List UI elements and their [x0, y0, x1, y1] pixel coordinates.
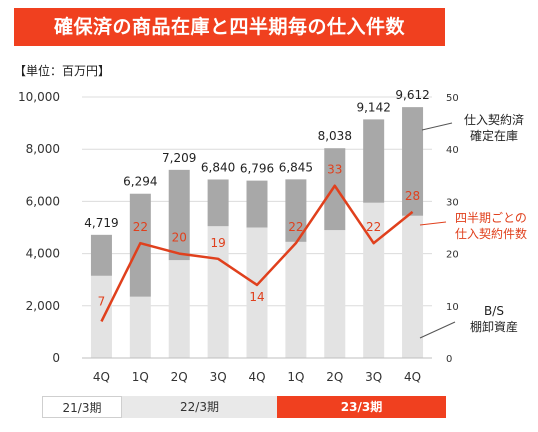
legend-bs-line2: 棚卸資産 — [469, 320, 518, 334]
x-tick-label: 1Q — [132, 370, 149, 384]
count-data-label: 22 — [288, 220, 303, 234]
legend-stock-leader — [421, 122, 453, 131]
x-tick-label: 4Q — [93, 370, 110, 384]
bar-total-label: 6,845 — [279, 160, 313, 174]
bar-bs-inventory — [324, 230, 346, 358]
y-right-tick-label: 40 — [446, 145, 459, 156]
legend-stock: 仕入契約済 確定在庫 — [452, 112, 536, 144]
title-banner: 確保済の商品在庫と四半期毎の仕入件数 — [14, 8, 445, 46]
bar-total-label: 8,038 — [318, 129, 352, 143]
bar-bs-inventory — [129, 296, 151, 358]
bar-total-label: 9,142 — [356, 100, 390, 114]
legend-bs-leader — [419, 321, 456, 339]
count-data-label: 22 — [133, 220, 148, 234]
x-tick-label: 4Q — [404, 370, 421, 384]
x-tick-label: 4Q — [248, 370, 265, 384]
x-tick-label: 2Q — [171, 370, 188, 384]
bar-confirmed-stock — [207, 179, 229, 227]
legend-bs-line1: B/S — [484, 304, 504, 318]
y-right-tick-label: 20 — [446, 250, 459, 261]
count-data-label: 33 — [327, 163, 342, 177]
bar-total-label: 7,209 — [162, 151, 196, 165]
y-left-tick-label: 6,000 — [26, 194, 60, 208]
y-left-tick-label: 4,000 — [26, 247, 60, 261]
bar-total-label: 6,840 — [201, 160, 235, 174]
y-right-tick-label: 30 — [446, 197, 459, 208]
y-right-tick-label: 50 — [446, 93, 459, 104]
y-left-tick-label: 2,000 — [26, 299, 60, 313]
legend-count-line1: 四半期ごとの — [455, 211, 527, 225]
count-data-label: 7 — [98, 294, 106, 308]
period-fy21: 21/3期 — [42, 396, 122, 418]
legend-count: 四半期ごとの 仕入契約件数 — [446, 210, 536, 242]
legend-stock-line1: 仕入契約済 — [463, 113, 524, 127]
count-data-label: 14 — [249, 290, 264, 304]
y-right-tick-label: 10 — [446, 302, 459, 313]
count-data-label: 22 — [366, 220, 381, 234]
count-data-label: 28 — [405, 189, 420, 203]
x-tick-label: 3Q — [365, 370, 382, 384]
y-left-tick-label: 0 — [52, 351, 60, 365]
bar-confirmed-stock — [90, 234, 112, 276]
bar-confirmed-stock — [246, 180, 268, 228]
bar-total-label: 6,294 — [123, 175, 157, 189]
bar-bs-inventory — [285, 241, 307, 358]
bar-bs-inventory — [402, 215, 424, 358]
x-tick-label: 3Q — [210, 370, 227, 384]
bar-bs-inventory — [90, 275, 112, 358]
legend-bs: B/S 棚卸資産 — [455, 303, 533, 335]
bar-confirmed-stock — [402, 107, 424, 216]
legend-count-line2: 仕入契約件数 — [454, 227, 527, 241]
bar-total-label: 6,796 — [240, 162, 274, 176]
count-data-label: 20 — [172, 231, 187, 245]
bar-confirmed-stock — [285, 179, 307, 242]
count-line — [100, 184, 414, 323]
legend-count-leader — [419, 221, 447, 226]
bar-total-label: 4,719 — [84, 216, 118, 230]
legend-stock-line2: 確定在庫 — [469, 129, 518, 143]
bar-confirmed-stock — [168, 169, 190, 261]
y-left-tick-label: 10,000 — [18, 90, 60, 104]
unit-label: 【単位：百万円】 — [14, 64, 111, 78]
period-fy23: 23/3期 — [277, 396, 446, 418]
y-left-tick-label: 8,000 — [26, 142, 60, 156]
bar-confirmed-stock — [363, 119, 385, 203]
bar-bs-inventory — [168, 260, 190, 358]
count-data-label: 19 — [210, 236, 225, 250]
bar-bs-inventory — [246, 227, 268, 358]
x-tick-label: 1Q — [287, 370, 304, 384]
y-right-tick-label: 0 — [446, 354, 452, 365]
x-tick-label: 2Q — [326, 370, 343, 384]
bar-total-label: 9,612 — [395, 88, 429, 102]
bar-bs-inventory — [363, 202, 385, 358]
period-fy22: 22/3期 — [122, 396, 277, 418]
bar-confirmed-stock — [324, 148, 346, 231]
chart-title: 確保済の商品在庫と四半期毎の仕入件数 — [53, 16, 405, 38]
